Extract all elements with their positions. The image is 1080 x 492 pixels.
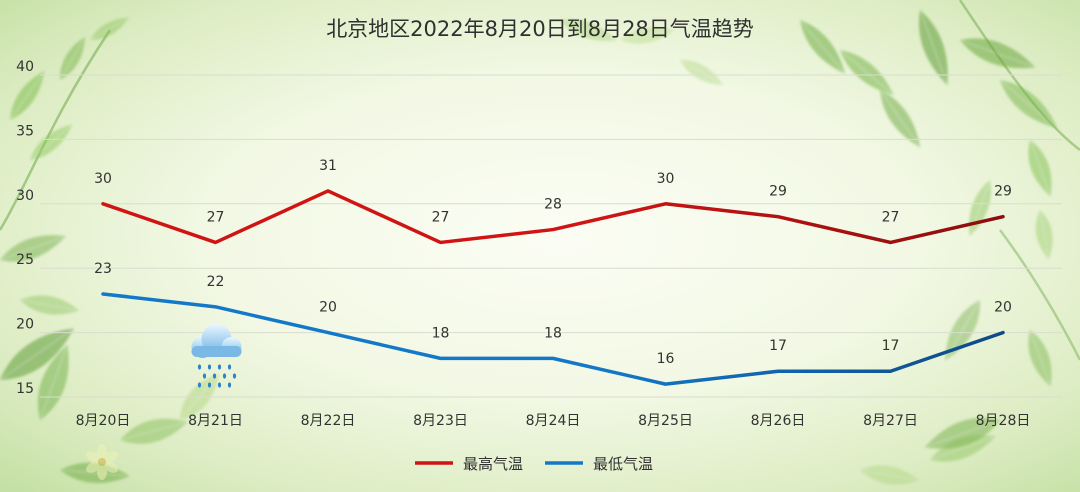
legend-item: 最高气温 <box>415 455 523 473</box>
data-label: 30 <box>94 171 112 187</box>
data-label: 27 <box>432 209 450 225</box>
data-label: 29 <box>994 184 1012 200</box>
y-tick-label: 15 <box>16 381 34 397</box>
data-label: 18 <box>544 325 562 341</box>
data-label: 31 <box>319 158 337 174</box>
series-line-0 <box>101 189 1005 245</box>
data-label: 27 <box>207 209 225 225</box>
data-label: 27 <box>882 209 900 225</box>
x-tick-label: 8月26日 <box>751 413 806 429</box>
rain-cloud-icon <box>191 324 242 388</box>
y-tick-label: 25 <box>16 252 34 268</box>
legend: 最高气温 最低气温 <box>415 455 653 473</box>
legend-label: 最低气温 <box>593 455 653 473</box>
data-label: 17 <box>769 338 787 354</box>
data-label: 22 <box>207 274 225 290</box>
data-label: 16 <box>657 351 675 367</box>
legend-item: 最低气温 <box>545 455 653 473</box>
x-tick-label: 8月20日 <box>76 413 131 429</box>
data-label: 18 <box>432 325 450 341</box>
legend-label: 最高气温 <box>463 455 523 473</box>
x-tick-label: 8月28日 <box>976 413 1031 429</box>
data-label: 29 <box>769 184 787 200</box>
y-tick-label: 30 <box>16 188 34 204</box>
x-axis-ticks: 8月20日 8月21日 8月22日 8月23日 8月24日 8月25日 8月26日 8月27日… <box>76 413 1031 429</box>
series-line-1 <box>101 292 1005 386</box>
data-label: 20 <box>994 300 1012 316</box>
y-axis-ticks: 15 20 25 30 35 40 <box>16 59 34 397</box>
x-tick-label: 8月21日 <box>188 413 243 429</box>
x-tick-label: 8月23日 <box>413 413 468 429</box>
data-label: 17 <box>882 338 900 354</box>
data-label: 30 <box>657 171 675 187</box>
x-tick-label: 8月22日 <box>301 413 356 429</box>
chart-title: 北京地区2022年8月20日到8月28日气温趋势 <box>326 17 754 41</box>
x-tick-label: 8月24日 <box>526 413 581 429</box>
data-label: 23 <box>94 261 112 277</box>
y-tick-label: 35 <box>16 123 34 139</box>
x-tick-label: 8月25日 <box>638 413 693 429</box>
data-label: 28 <box>544 197 562 213</box>
data-labels: 30 27 31 27 28 30 29 27 29 23 22 20 18 18 16 17 17 20 <box>94 158 1012 367</box>
series-lines <box>101 189 1005 386</box>
y-tick-label: 40 <box>16 59 34 75</box>
y-tick-label: 20 <box>16 317 34 333</box>
data-label: 20 <box>319 300 337 316</box>
x-tick-label: 8月27日 <box>863 413 918 429</box>
